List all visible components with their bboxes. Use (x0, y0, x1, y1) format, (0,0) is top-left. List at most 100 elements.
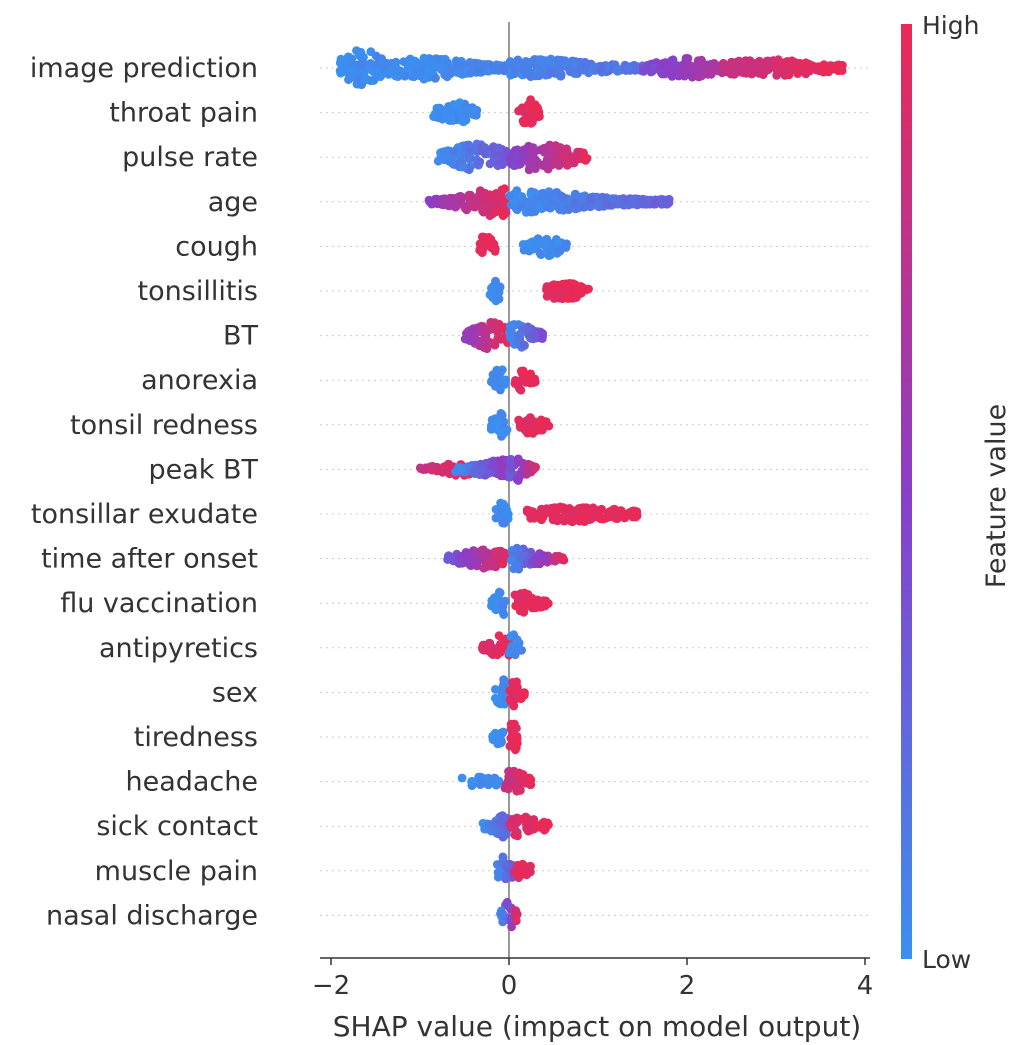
shap-point (678, 67, 688, 77)
shap-point (478, 322, 488, 331)
shap-point (510, 548, 520, 558)
shap-point (519, 421, 529, 431)
shap-point (568, 517, 577, 527)
shap-point (479, 147, 488, 157)
feature-row-points (478, 811, 553, 842)
shap-point (553, 238, 563, 248)
shap-point (443, 59, 452, 69)
shap-point (745, 56, 755, 65)
shap-point (510, 830, 520, 840)
shap-point (467, 777, 476, 787)
shap-point (527, 200, 537, 210)
shap-point (544, 421, 554, 431)
shap-point (372, 65, 382, 75)
shap-point (446, 553, 456, 563)
shap-point (391, 57, 401, 67)
shap-point (518, 859, 528, 869)
shap-point (801, 59, 811, 68)
shap-point (563, 294, 573, 303)
feature-label: sex (212, 677, 258, 708)
shap-point (371, 51, 381, 61)
shap-point (519, 61, 529, 71)
shap-point (486, 377, 496, 387)
shap-point (475, 245, 485, 254)
x-tick-label: 2 (679, 971, 696, 1001)
shap-point (496, 550, 506, 560)
feature-label: headache (125, 767, 258, 798)
shap-point (683, 54, 693, 63)
feature-row-points (433, 139, 592, 175)
feature-label: peak BT (148, 454, 258, 485)
shap-point (479, 191, 488, 201)
feature-row-points (488, 719, 522, 755)
colorbar-gradient (901, 24, 912, 959)
shap-point (559, 151, 569, 161)
shap-point (449, 197, 459, 207)
feature-label: tonsil redness (70, 410, 258, 441)
feature-labels: image prediction throat pain pulse rate age… (30, 53, 259, 931)
shap-point (541, 235, 551, 245)
x-tick-label: −2 (312, 971, 350, 1001)
feature-label: sick contact (96, 811, 258, 842)
shap-point (563, 286, 573, 296)
shap-point (772, 71, 782, 80)
shap-point (335, 58, 345, 68)
shap-point (510, 69, 519, 79)
shap-point (416, 464, 426, 473)
shap-point (526, 189, 536, 199)
shap-point (545, 69, 555, 78)
shap-point (511, 559, 521, 569)
shap-point (449, 101, 458, 111)
shap-point (495, 699, 504, 708)
shap-point (477, 232, 487, 242)
shap-point (505, 472, 515, 482)
shap-point (526, 57, 536, 67)
shap-point (616, 196, 626, 206)
shap-point (504, 766, 514, 776)
shap-point (495, 367, 505, 377)
shap-point (356, 47, 366, 57)
shap-point (510, 906, 519, 915)
shap-point (486, 424, 496, 434)
shap-point (526, 415, 536, 424)
shap-point (509, 161, 519, 171)
shap-point (498, 160, 507, 170)
shap-point (457, 551, 467, 561)
shap-point (504, 776, 514, 786)
shap-point (500, 184, 509, 194)
shap-point (416, 67, 426, 77)
shap-point (526, 239, 535, 249)
feature-label: nasal discharge (46, 900, 258, 931)
shap-point (496, 828, 506, 838)
feature-label: flu vaccination (60, 588, 258, 619)
shap-point (624, 63, 633, 73)
shap-point (482, 642, 492, 652)
feature-label: BT (223, 321, 259, 352)
shap-point (566, 279, 575, 288)
shap-point (800, 66, 810, 76)
shap-point (498, 499, 508, 509)
shap-point (464, 140, 473, 150)
shap-point (551, 551, 561, 561)
shap-point (494, 631, 504, 641)
shap-point (522, 468, 532, 478)
shap-point (526, 426, 536, 436)
shap-point (612, 65, 621, 74)
shap-point (498, 853, 508, 862)
shap-point (526, 461, 535, 471)
shap-point (711, 63, 721, 73)
shap-point (506, 697, 516, 706)
shap-point (748, 63, 758, 73)
shap-point (648, 66, 657, 76)
shap-point (360, 75, 369, 85)
shap-point (427, 62, 436, 72)
shap-point (427, 465, 437, 475)
shap-point (505, 191, 515, 201)
shap-point (526, 95, 535, 105)
shap-point (580, 512, 590, 522)
x-axis: −2 0 2 4 (312, 957, 873, 1001)
shap-point (454, 463, 464, 472)
feature-label: throat pain (109, 98, 258, 129)
